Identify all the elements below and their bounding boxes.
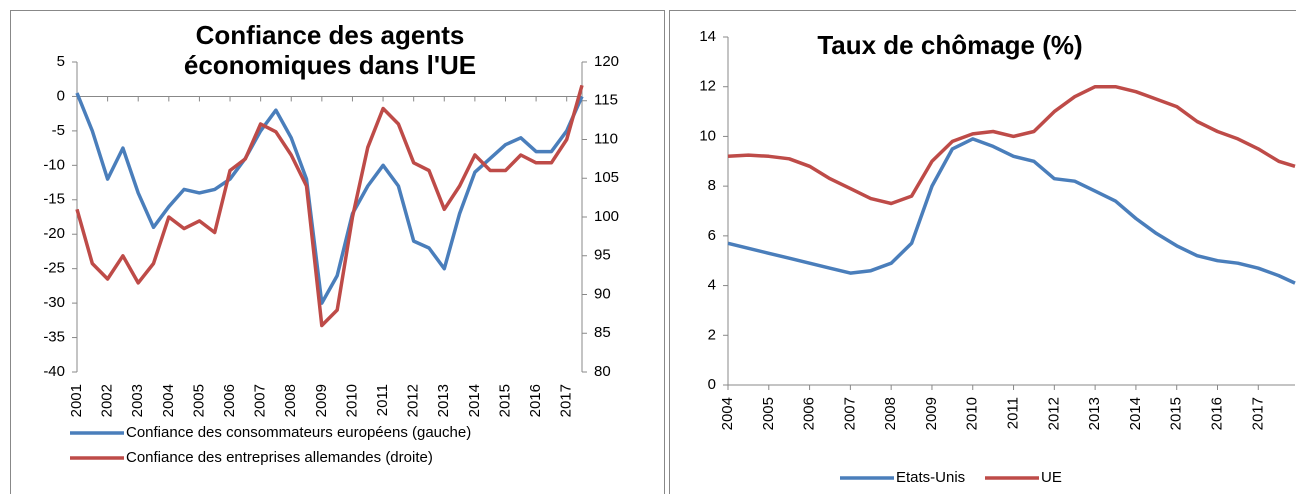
x-tick-label: 2014 <box>466 384 483 417</box>
y-tick-label: 4 <box>708 277 716 294</box>
x-tick-label: 2004 <box>160 384 177 417</box>
y2-tick-label: 85 <box>594 324 611 341</box>
x-tick-label: 2006 <box>801 397 818 430</box>
panel-frame <box>669 10 1296 494</box>
x-tick-label: 2015 <box>1168 397 1185 430</box>
legend-label: Confiance des consommateurs européens (g… <box>126 424 471 441</box>
y-tick-label: 14 <box>699 28 716 45</box>
y-tick-label: 8 <box>708 177 716 194</box>
x-tick-label: 2001 <box>68 384 85 417</box>
chart-title: Taux de chômage (%) <box>800 30 1100 60</box>
legend-label: UE <box>1041 469 1062 486</box>
y-tick-label: -30 <box>43 294 65 311</box>
x-tick-label: 2005 <box>760 397 777 430</box>
x-tick-label: 2004 <box>719 397 736 430</box>
chart-title: Confiance des agents économiques dans l'… <box>150 20 510 80</box>
y2-tick-label: 90 <box>594 285 611 302</box>
y-tick-label: 10 <box>699 127 716 144</box>
y-tick-label: 2 <box>708 326 716 343</box>
x-tick-label: 2010 <box>964 397 981 430</box>
x-tick-label: 2016 <box>1208 397 1225 430</box>
series-line <box>75 84 584 328</box>
y-tick-label: 6 <box>708 227 716 244</box>
x-tick-label: 2014 <box>1127 397 1144 430</box>
y-tick-label: 0 <box>57 87 65 104</box>
y-tick-label: -5 <box>52 122 65 139</box>
x-tick-label: 2009 <box>923 397 940 430</box>
y-tick-label: -40 <box>43 363 65 380</box>
y2-tick-label: 115 <box>594 92 618 109</box>
y2-tick-label: 105 <box>594 169 619 186</box>
x-tick-label: 2007 <box>252 384 269 417</box>
y-tick-label: -15 <box>43 191 65 208</box>
y-tick-label: 12 <box>699 78 716 95</box>
x-tick-label: 2008 <box>282 384 299 417</box>
x-tick-label: 2012 <box>1045 397 1062 430</box>
y-tick-label: -20 <box>43 225 65 242</box>
x-tick-label: 2006 <box>221 384 238 417</box>
x-tick-label: 2017 <box>1249 397 1266 430</box>
legend-label: Confiance des entreprises allemandes (dr… <box>126 449 433 466</box>
y-tick-label: 0 <box>708 376 716 393</box>
x-tick-label: 2002 <box>99 384 116 417</box>
y2-tick-label: 120 <box>594 53 619 70</box>
y-tick-label: -25 <box>43 260 65 277</box>
y2-tick-label: 95 <box>594 247 611 264</box>
x-tick-label: 2017 <box>558 384 575 417</box>
legend-label: Etats-Unis <box>896 469 965 486</box>
x-tick-label: 2010 <box>343 384 360 417</box>
x-tick-label: 2016 <box>527 384 544 417</box>
x-tick-label: 2011 <box>1005 397 1022 429</box>
x-tick-label: 2003 <box>129 384 146 417</box>
y-tick-label: -35 <box>43 329 65 346</box>
x-tick-label: 2012 <box>405 384 422 417</box>
y2-tick-label: 110 <box>594 130 618 147</box>
series-line <box>727 84 1296 206</box>
x-tick-label: 2015 <box>496 384 513 417</box>
x-tick-label: 2013 <box>1086 397 1103 430</box>
series-line <box>727 137 1296 285</box>
series-line <box>75 92 584 305</box>
x-tick-label: 2008 <box>882 397 899 430</box>
y2-tick-label: 80 <box>594 363 611 380</box>
x-tick-label: 2005 <box>190 384 207 417</box>
y-tick-label: 5 <box>57 53 65 70</box>
y2-tick-label: 100 <box>594 208 619 225</box>
panel-frame <box>10 10 665 494</box>
x-tick-label: 2007 <box>841 397 858 430</box>
x-tick-label: 2013 <box>435 384 452 417</box>
x-tick-label: 2011 <box>374 384 391 416</box>
x-tick-label: 2009 <box>313 384 330 417</box>
y-tick-label: -10 <box>43 156 65 173</box>
